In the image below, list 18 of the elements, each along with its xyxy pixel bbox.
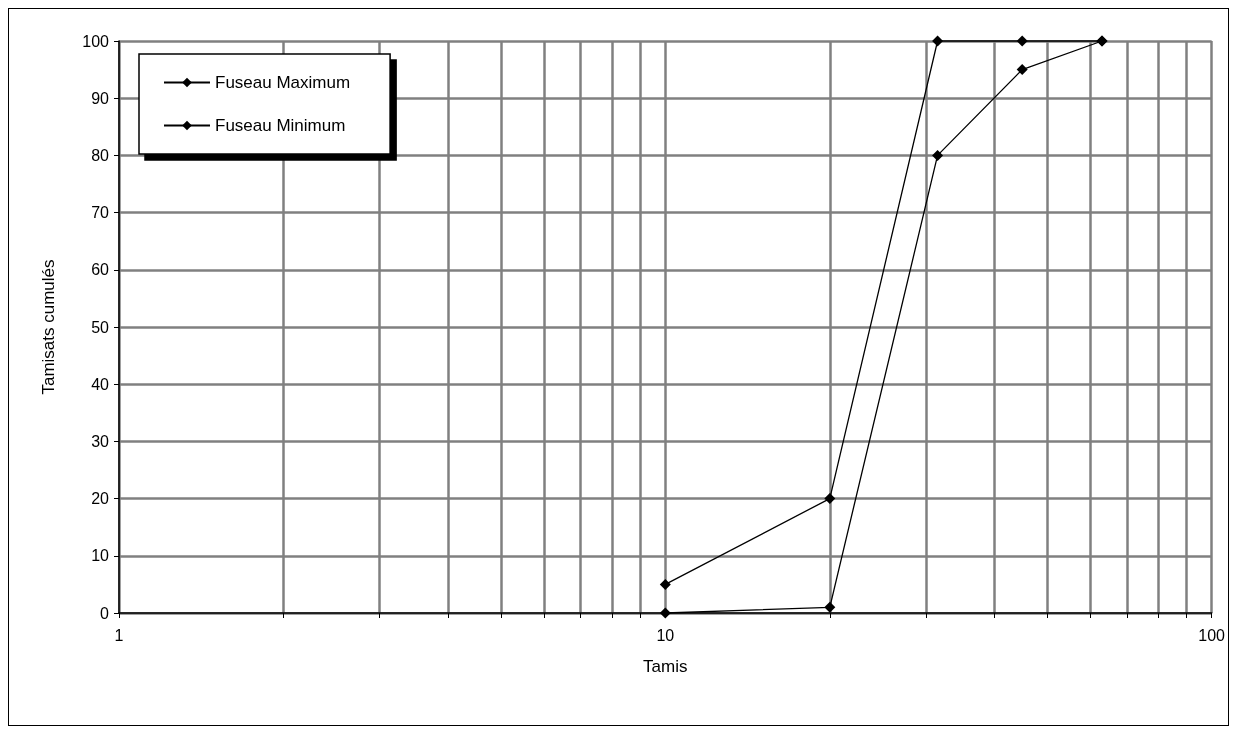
y-axis-title: Tamisats cumulés bbox=[39, 259, 58, 395]
y-tick-label: 40 bbox=[91, 375, 110, 393]
legend-label: Fuseau Maximum bbox=[215, 73, 351, 92]
x-axis-title: Tamis bbox=[643, 657, 688, 676]
y-tick-label: 70 bbox=[91, 204, 110, 222]
legend-label: Fuseau Minimum bbox=[215, 116, 346, 135]
x-tick-label: 10 bbox=[656, 626, 675, 644]
y-tick-label: 0 bbox=[100, 604, 110, 622]
x-tick-label: 100 bbox=[1198, 626, 1226, 644]
y-tick-label: 80 bbox=[91, 146, 110, 164]
y-tick-label: 10 bbox=[91, 547, 110, 565]
y-tick-label: 50 bbox=[91, 318, 110, 336]
y-tick-label: 90 bbox=[91, 89, 110, 107]
y-tick-label: 30 bbox=[91, 432, 110, 450]
y-tick-label: 60 bbox=[91, 261, 110, 279]
y-tick-label: 20 bbox=[91, 490, 110, 508]
x-tick-label: 1 bbox=[114, 626, 124, 644]
y-tick-label: 100 bbox=[82, 32, 110, 50]
